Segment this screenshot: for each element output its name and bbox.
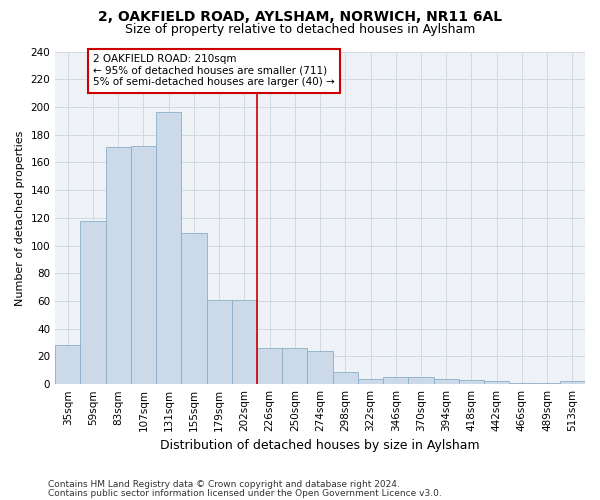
Bar [282,348,307,384]
Text: 2, OAKFIELD ROAD, AYLSHAM, NORWICH, NR11 6AL: 2, OAKFIELD ROAD, AYLSHAM, NORWICH, NR11… [98,10,502,24]
Bar [535,383,560,384]
Text: Contains HM Land Registry data © Crown copyright and database right 2024.: Contains HM Land Registry data © Crown c… [48,480,400,489]
Bar [358,378,383,384]
X-axis label: Distribution of detached houses by size in Aylsham: Distribution of detached houses by size … [160,440,480,452]
Bar [106,147,131,384]
Bar [509,383,535,384]
Text: Contains public sector information licensed under the Open Government Licence v3: Contains public sector information licen… [48,488,442,498]
Bar [55,346,80,384]
Bar [332,372,358,384]
Bar [257,348,282,384]
Bar [459,380,484,384]
Bar [307,351,332,384]
Bar [383,377,409,384]
Bar [206,300,232,384]
Text: Size of property relative to detached houses in Aylsham: Size of property relative to detached ho… [125,22,475,36]
Y-axis label: Number of detached properties: Number of detached properties [15,130,25,306]
Text: 2 OAKFIELD ROAD: 210sqm
← 95% of detached houses are smaller (711)
5% of semi-de: 2 OAKFIELD ROAD: 210sqm ← 95% of detache… [93,54,335,88]
Bar [484,382,509,384]
Bar [156,112,181,384]
Bar [232,300,257,384]
Bar [80,220,106,384]
Bar [181,233,206,384]
Bar [434,378,459,384]
Bar [409,377,434,384]
Bar [560,382,585,384]
Bar [131,146,156,384]
